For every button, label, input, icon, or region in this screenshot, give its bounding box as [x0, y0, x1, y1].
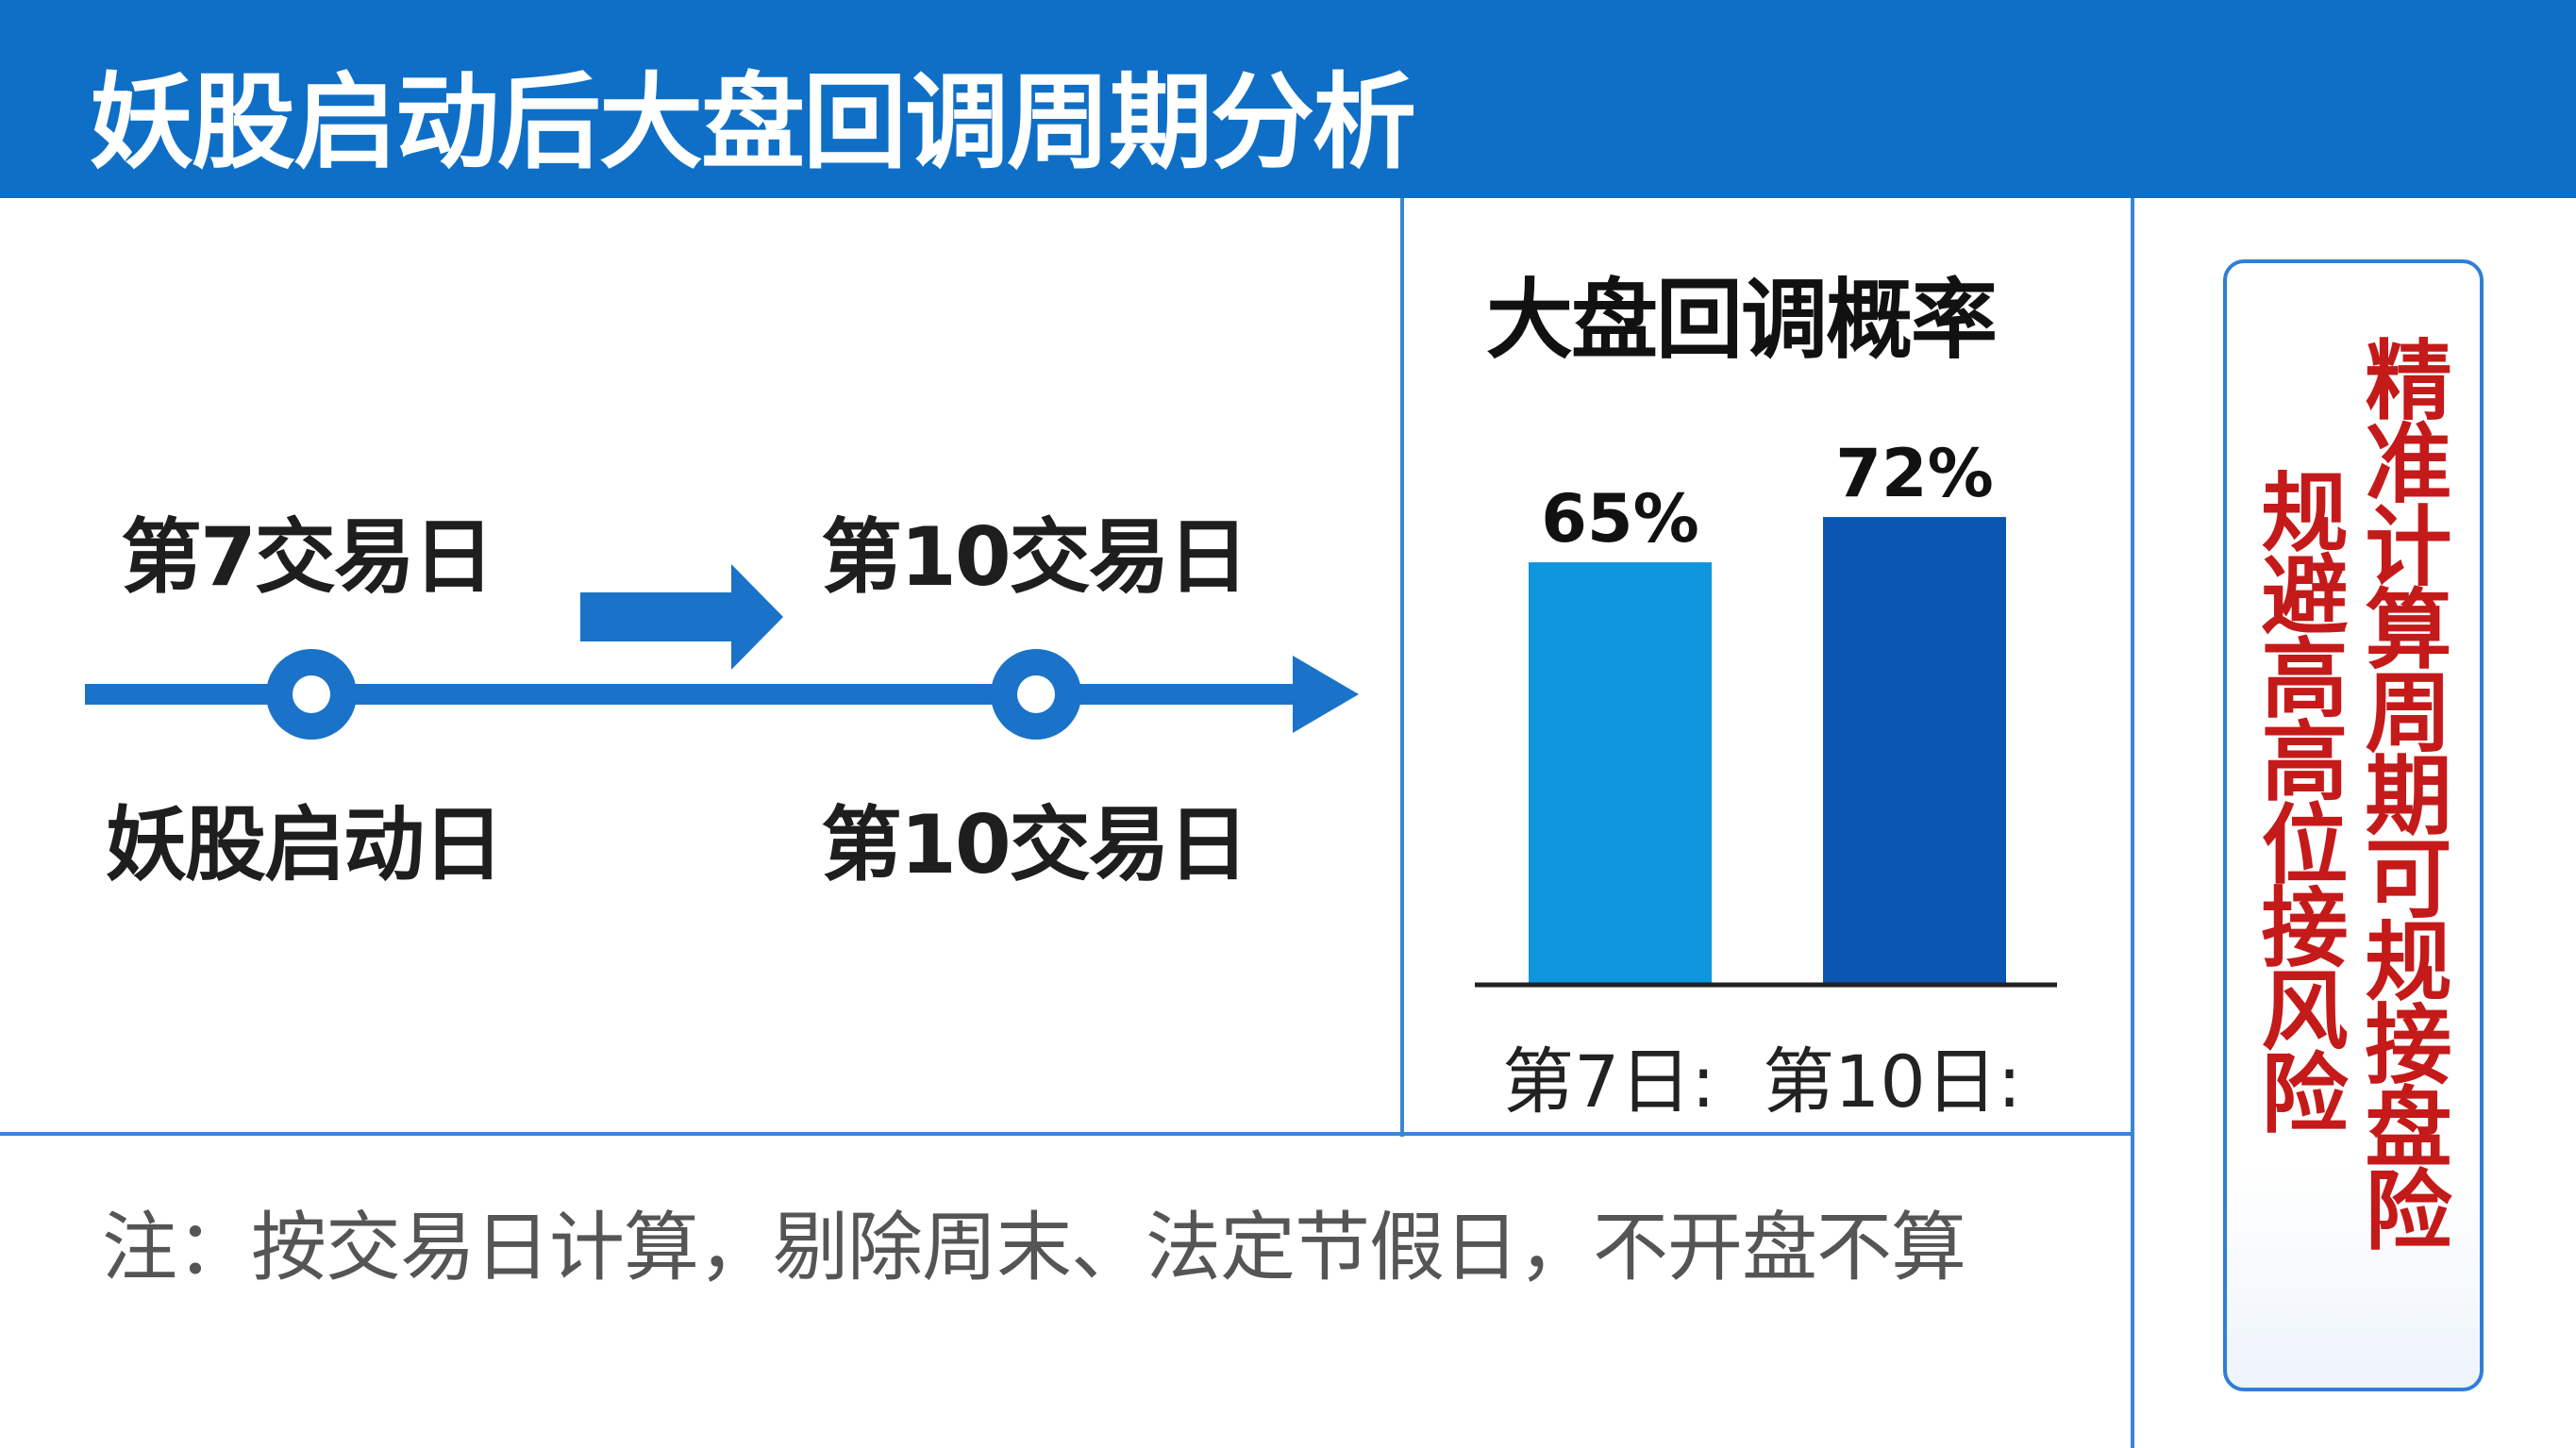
footnote: 注：按交易日计算，剔除周末、法定节假日，不开盘不算: [102, 1204, 1966, 1291]
page-title: 妖股启动后大盘回调周期分析: [90, 62, 1416, 183]
timeline-label-day7: 第7交易日: [121, 510, 494, 605]
bar-day10: [1823, 517, 2006, 983]
right-arrow-icon: [580, 564, 783, 670]
side-callout-line2: 规避高高位接风险: [2247, 467, 2348, 1131]
timeline-label-start: 妖股启动日: [106, 798, 504, 892]
timeline-graphic: [85, 564, 1359, 740]
data-label-day10: 72%: [1835, 435, 1994, 512]
x-tick-label-day7: 第7日:: [1502, 1040, 1715, 1123]
data-label-day7: 65%: [1541, 480, 1699, 558]
side-callout-line1: 精准计算周期可规接盘险: [2350, 335, 2451, 1248]
divider-left-panel: [1400, 198, 1404, 1137]
divider-right-panel: [2131, 198, 2134, 1448]
x-tick-label-day10: 第10日:: [1763, 1040, 2022, 1123]
timeline-axis-arrowhead: [1293, 656, 1359, 733]
divider-note: [0, 1132, 2134, 1136]
side-callout-box: [2223, 259, 2484, 1391]
bar-chart: 65% 72%: [1475, 435, 2057, 988]
bar-day7: [1529, 562, 1712, 983]
chart-title: 大盘回调概率: [1486, 270, 1998, 371]
header-bar: 妖股启动后大盘回调周期分析: [0, 0, 2576, 198]
timeline-label-day10-top: 第10交易日: [821, 510, 1249, 605]
timeline-start-node-center: [293, 675, 330, 713]
timeline-end-node-center: [1017, 675, 1055, 713]
timeline-label-day10-bottom: 第10交易日: [821, 798, 1249, 892]
